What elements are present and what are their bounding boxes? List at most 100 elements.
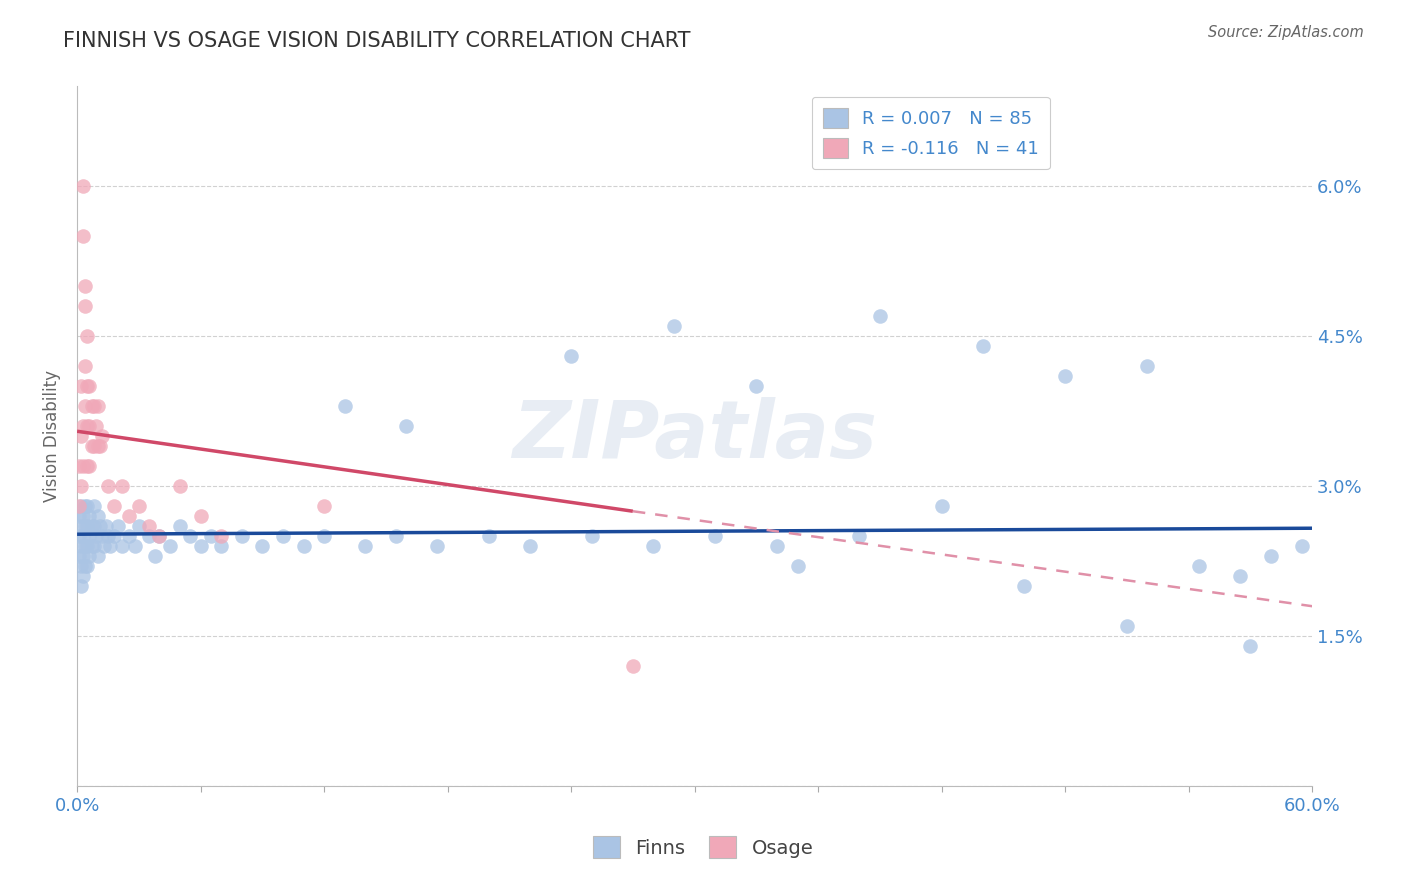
Point — [93, 539, 115, 553]
Point — [271, 529, 294, 543]
Point — [90, 429, 112, 443]
Point — [67, 549, 90, 564]
Point — [67, 509, 90, 524]
Point — [70, 559, 93, 574]
Text: FINNISH VS OSAGE VISION DISABILITY CORRELATION CHART: FINNISH VS OSAGE VISION DISABILITY CORRE… — [63, 31, 690, 51]
Y-axis label: Vision Disability: Vision Disability — [44, 370, 60, 502]
Point — [1136, 359, 1159, 374]
Text: Source: ZipAtlas.com: Source: ZipAtlas.com — [1208, 25, 1364, 40]
Point — [252, 539, 274, 553]
Point — [79, 509, 101, 524]
Point — [72, 509, 94, 524]
Point — [200, 529, 222, 543]
Point — [745, 379, 768, 393]
Point — [111, 539, 134, 553]
Point — [138, 519, 160, 533]
Point — [80, 399, 103, 413]
Point — [75, 359, 97, 374]
Point — [72, 229, 94, 244]
Point — [76, 419, 98, 434]
Point — [72, 459, 94, 474]
Point — [190, 509, 212, 524]
Point — [98, 539, 121, 553]
Point — [209, 529, 232, 543]
Point — [103, 529, 125, 543]
Point — [70, 479, 93, 493]
Point — [75, 279, 97, 293]
Point — [354, 539, 377, 553]
Point — [1188, 559, 1211, 574]
Point — [128, 519, 150, 533]
Point — [70, 500, 93, 514]
Point — [75, 399, 97, 413]
Point — [972, 339, 994, 353]
Point — [190, 539, 212, 553]
Point — [75, 539, 97, 553]
Point — [426, 539, 449, 553]
Point — [848, 529, 870, 543]
Text: ZIPatlas: ZIPatlas — [512, 397, 877, 475]
Point — [67, 529, 90, 543]
Point — [117, 529, 139, 543]
Point — [86, 399, 108, 413]
Point — [314, 529, 336, 543]
Point — [1115, 619, 1137, 633]
Point — [169, 479, 191, 493]
Point — [385, 529, 408, 543]
Point — [83, 500, 105, 514]
Point — [67, 459, 90, 474]
Point — [70, 539, 93, 553]
Point — [72, 549, 94, 564]
Point — [103, 500, 125, 514]
Point — [75, 500, 97, 514]
Point — [395, 419, 418, 434]
Point — [75, 519, 97, 533]
Point — [519, 539, 541, 553]
Point — [1229, 569, 1251, 583]
Point — [70, 579, 93, 593]
Point — [90, 529, 112, 543]
Point — [75, 559, 97, 574]
Point — [97, 479, 120, 493]
Point — [138, 529, 160, 543]
Point — [75, 299, 97, 313]
Point — [67, 500, 90, 514]
Point — [107, 519, 129, 533]
Point — [84, 419, 107, 434]
Point — [148, 529, 170, 543]
Point — [79, 419, 101, 434]
Point — [128, 500, 150, 514]
Point — [83, 439, 105, 453]
Point — [79, 459, 101, 474]
Point — [1260, 549, 1282, 564]
Point — [76, 329, 98, 343]
Point — [111, 479, 134, 493]
Point — [72, 569, 94, 583]
Point — [1291, 539, 1313, 553]
Point — [89, 519, 111, 533]
Point — [159, 539, 181, 553]
Point — [314, 500, 336, 514]
Point — [643, 539, 665, 553]
Point — [89, 439, 111, 453]
Point — [83, 519, 105, 533]
Point — [79, 529, 101, 543]
Point — [70, 429, 93, 443]
Point — [83, 539, 105, 553]
Point — [1054, 369, 1077, 384]
Point — [1012, 579, 1035, 593]
Point — [124, 539, 146, 553]
Point — [786, 559, 808, 574]
Point — [560, 349, 582, 363]
Point — [94, 519, 117, 533]
Point — [169, 519, 191, 533]
Legend: Finns, Osage: Finns, Osage — [585, 828, 821, 866]
Point — [72, 529, 94, 543]
Point — [621, 659, 644, 673]
Point — [80, 439, 103, 453]
Point — [70, 519, 93, 533]
Point — [231, 529, 253, 543]
Point — [80, 519, 103, 533]
Point — [83, 399, 105, 413]
Point — [86, 549, 108, 564]
